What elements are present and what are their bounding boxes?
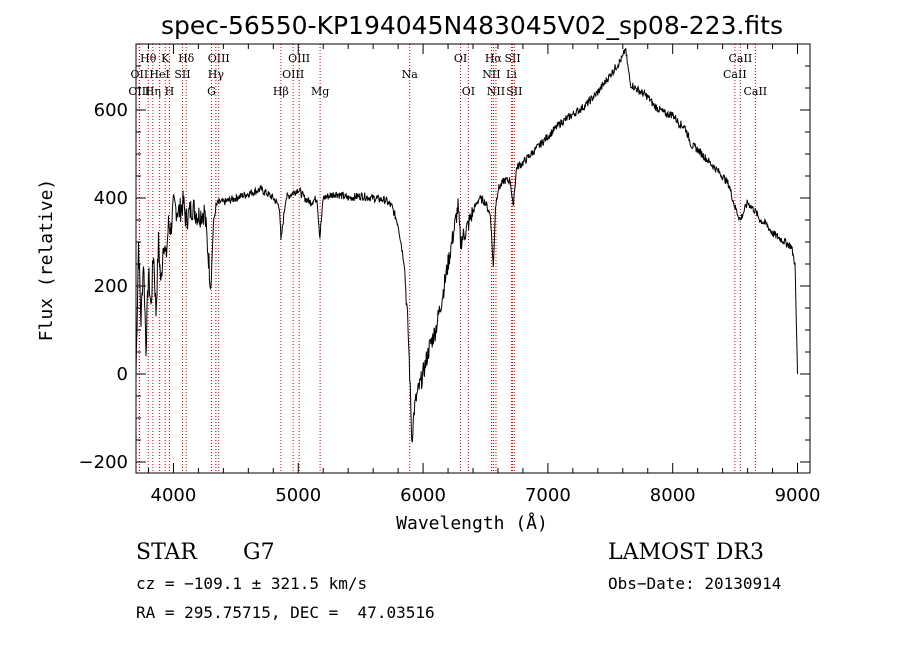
spectral-line-label: OIII [288, 52, 310, 65]
obs-date-text: Obs−Date: 20130914 [608, 574, 782, 593]
object-subclass: G7 [243, 540, 275, 565]
spectral-line-label: SII [174, 68, 190, 81]
spectral-line-label: HeI [149, 68, 169, 81]
spectral-line-label: SII [504, 52, 520, 65]
plot-frame [135, 43, 811, 474]
y-axis-label: Flux (relative) [36, 179, 57, 342]
spectral-line-label: OI [462, 85, 475, 98]
x-axis-label: Wavelength (Å) [396, 512, 548, 534]
survey-name: LAMOST DR3 [608, 540, 764, 565]
x-tick-label: 6000 [400, 485, 446, 506]
spectral-line-label: OIII [208, 52, 230, 65]
x-tick-label: 9000 [775, 485, 821, 506]
x-tick-label: 7000 [525, 485, 571, 506]
spectral-line-label: K [161, 52, 170, 65]
spectral-line-label: Na [402, 68, 419, 81]
spectral-line-label: OI [454, 52, 467, 65]
spectral-line-label: Hη [145, 85, 161, 98]
spectral-line-label: Hβ [273, 85, 289, 98]
spectral-line-label: G [207, 85, 216, 98]
y-tick-label: 600 [94, 100, 128, 121]
chart-title: spec-56550-KP194045N483045V02_sp08-223.f… [161, 11, 783, 40]
spectral-line-label: NII [482, 68, 500, 81]
spectral-line-label: NII [487, 85, 505, 98]
spectral-line-label: Li [506, 68, 517, 81]
y-tick-label: 0 [117, 364, 128, 385]
x-tick-label: 8000 [650, 485, 696, 506]
y-axis: −200 0 200 400 600 [79, 43, 810, 473]
spectral-line-label: Hα [485, 52, 503, 65]
object-class: STAR [136, 540, 197, 565]
spectral-line-label: Hθ [140, 52, 157, 65]
x-tick-label: 5000 [275, 485, 321, 506]
spectral-line-label: OIII [282, 68, 304, 81]
y-tick-label: 400 [94, 188, 128, 209]
spectral-line-label: OIII [128, 85, 150, 98]
spectral-line-label: SII [506, 85, 522, 98]
spectral-line-label: Hγ [208, 68, 225, 81]
x-axis: 4000 5000 6000 7000 8000 9000 [147, 44, 821, 506]
y-tick-label: −200 [79, 452, 128, 473]
spectral-line-label: CaII [729, 52, 753, 65]
coordinates-text: RA = 295.75715, DEC = 47.03516 [136, 603, 435, 622]
spectral-line-label: CaII [743, 85, 767, 98]
spectral-line-label: H [165, 85, 175, 98]
redshift-text: cz = −109.1 ± 321.5 km/s [136, 574, 368, 593]
y-tick-label: 200 [94, 276, 128, 297]
spectral-line-label: CaII [723, 68, 747, 81]
x-tick-label: 4000 [151, 485, 197, 506]
spectrum-series-line [135, 48, 798, 443]
spectral-line-label: Mg [311, 85, 329, 98]
spectral-line-label: Hδ [178, 52, 195, 65]
